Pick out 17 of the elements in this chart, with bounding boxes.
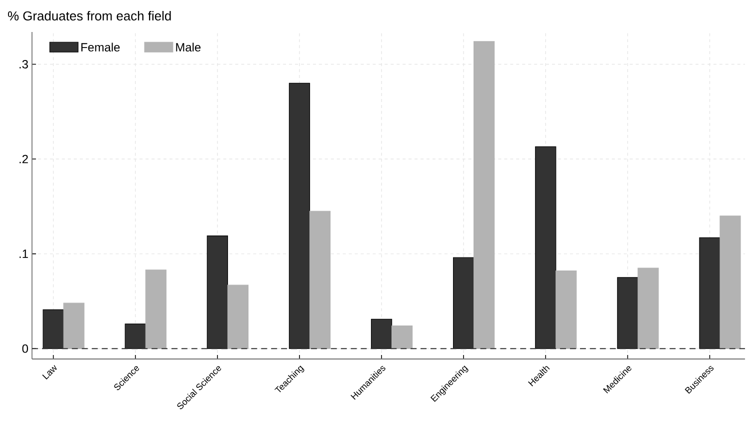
bar [391,326,413,349]
x-tick-label: Law [42,364,57,380]
bar [145,270,166,349]
bar [309,210,331,349]
y-tick-label: .2 [20,154,28,164]
legend-label: Female [81,42,120,52]
bar [638,268,659,349]
bar [720,216,741,349]
chart-title: % Graduates from each field [8,10,171,20]
bar [556,270,577,349]
bar [227,284,248,349]
bar [63,302,84,349]
y-tick-label: .3 [20,60,28,68]
y-tick-label: .1 [20,250,28,258]
bar [474,41,495,349]
y-tick-label: 0 [22,344,28,353]
legend-label: Male [176,42,201,52]
